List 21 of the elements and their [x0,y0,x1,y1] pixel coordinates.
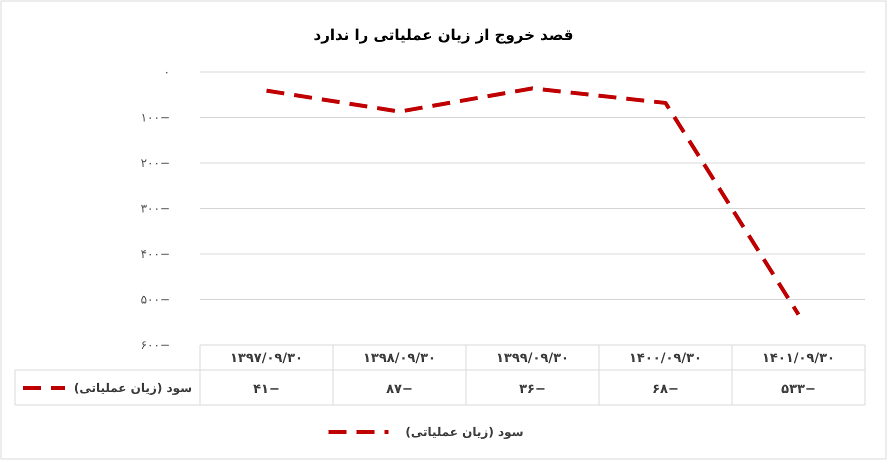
x-tick-label: ۱۳۹۷/۰۹/۳۰ [230,351,303,366]
chart-title: قصد خروج از زیان عملیاتی را ندارد [314,26,574,44]
y-tick-label: −۴۰۰ [140,247,170,261]
line-series [264,86,800,317]
y-tick-label: −۵۰۰ [140,292,170,306]
x-tick-label: ۱۴۰۱/۰۹/۳۰ [762,351,835,366]
y-tick-label: −۱۰۰ [140,110,170,124]
data-label: −۳۶ [519,382,546,397]
text: سود (زیان عملیاتی) [405,425,524,439]
y-tick-label: −۶۰۰ [140,338,170,352]
x-tick-label: ۱۳۹۸/۰۹/۳۰ [363,351,436,366]
data-label: −۵۳۳ [781,382,816,397]
data-label: −۶۸ [652,382,679,397]
x-tick-label: ۱۴۰۰/۰۹/۳۰ [629,351,702,366]
x-tick-label: ۱۳۹۹/۰۹/۳۰ [496,351,569,366]
y-tick-label: −۲۰۰ [140,156,170,170]
y-tick-label: ۰ [164,65,170,79]
legend-label: سود (زیان عملیاتی) [74,381,192,395]
data-label: −۸۷ [386,382,413,397]
y-tick-label: −۳۰۰ [140,202,170,216]
data-label: −۴۱ [253,382,280,397]
